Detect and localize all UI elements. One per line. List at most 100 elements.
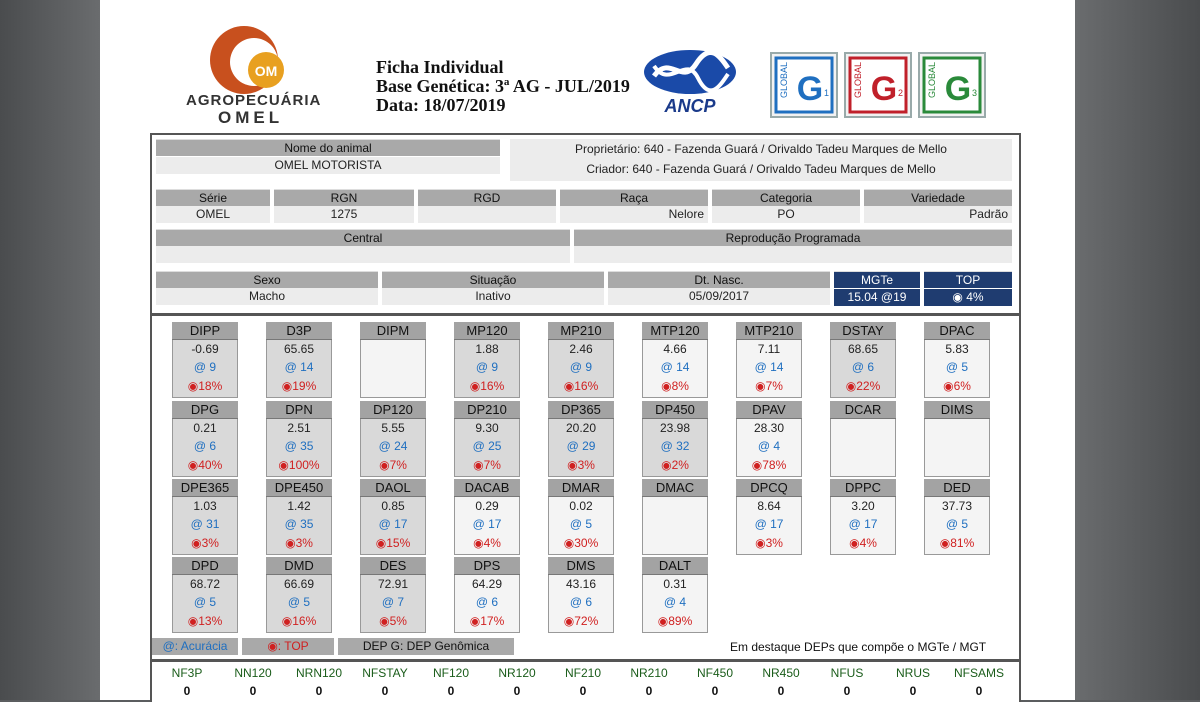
- bottom-indices: NF3P 0 NN120 0 NRN120 0 NFSTAY 0 NF120 0 NR120 0 NF2…: [150, 660, 1021, 702]
- legend-genomica: DEP G: DEP Genômica: [338, 638, 514, 655]
- dep-name: MTP210: [736, 322, 802, 340]
- raca-label: Raça: [560, 189, 708, 206]
- rgd-label: RGD: [418, 189, 556, 206]
- dep-box: 9.30 257%: [454, 419, 520, 477]
- dep-top: 3%: [267, 534, 331, 553]
- dep-cell-dpg: DPG 0.21 640%: [172, 401, 238, 477]
- dep-name: DPAC: [924, 322, 990, 340]
- dep-name: DIPP: [172, 322, 238, 340]
- dep-cell-dppc: DPPC 3.20 174%: [830, 479, 896, 555]
- dep-value: 5.83: [945, 342, 969, 356]
- dep-name: DAOL: [360, 479, 426, 497]
- dep-value: 0.29: [475, 499, 499, 513]
- dep-value: 68.65: [847, 342, 879, 356]
- g2-icon: GLOBAL G 2: [848, 56, 908, 114]
- dep-cell-dp120: DP120 5.55 247%: [360, 401, 426, 477]
- dep-box: 0.29 174%: [454, 497, 520, 555]
- index-value-nfus: 0: [843, 684, 851, 698]
- legend-acuracia: @: Acurácia: [152, 638, 238, 655]
- global-g1-badge: GLOBAL G 1: [770, 52, 838, 118]
- dep-name: DIPM: [360, 322, 426, 340]
- dep-cell-dstay: DSTAY 68.65 622%: [830, 322, 896, 398]
- index-value-nr450: 0: [777, 684, 785, 698]
- dep-grid: DIPP-0.69918%D3P65.651419%DIPMMP1201.889…: [150, 314, 1021, 661]
- dep-cell-ded: DED 37.73 581%: [924, 479, 990, 555]
- dep-name: DMS: [548, 557, 614, 575]
- dep-cell-dmd: DMD 66.69 516%: [266, 557, 332, 633]
- dep-box: 68.65 622%: [830, 340, 896, 398]
- dep-accuracy: 14: [737, 358, 801, 377]
- dep-name: MTP120: [642, 322, 708, 340]
- dep-value: 65.65: [283, 342, 315, 356]
- dep-top: 89%: [643, 612, 707, 631]
- dep-accuracy: 35: [267, 437, 331, 456]
- dep-accuracy: 5: [925, 358, 989, 377]
- dep-value: 20.20: [565, 421, 597, 435]
- dep-cell-dipm: DIPM: [360, 322, 426, 398]
- nome-value: OMEL MOTORISTA: [156, 157, 500, 174]
- dep-box: 72.91 75%: [360, 575, 426, 633]
- index-value-nf450: 0: [711, 684, 719, 698]
- dep-value: 72.91: [377, 577, 409, 591]
- dep-top: 30%: [549, 534, 613, 553]
- g1-icon: GLOBAL G 1: [774, 56, 834, 114]
- dep-cell-dpn: DPN 2.51 35100%: [266, 401, 332, 477]
- dep-top: 7%: [737, 377, 801, 396]
- ancp-text: ANCP: [663, 96, 716, 116]
- dep-name: DALT: [642, 557, 708, 575]
- dep-value: 7.11: [757, 342, 781, 356]
- dep-cell-mtp120: MTP120 4.66 148%: [642, 322, 708, 398]
- dep-value: 5.55: [381, 421, 405, 435]
- situacao-value: Inativo: [382, 288, 604, 305]
- dep-box: 0.02 530%: [548, 497, 614, 555]
- dep-value: 28.30: [753, 421, 785, 435]
- dep-name: DPE365: [172, 479, 238, 497]
- dep-cell-dmac: DMAC: [642, 479, 708, 555]
- dep-name: DPCQ: [736, 479, 802, 497]
- dep-cell-dmar: DMAR 0.02 530%: [548, 479, 614, 555]
- mgte-label: MGTe: [834, 271, 920, 288]
- index-value-nf210: 0: [579, 684, 587, 698]
- dep-value: 1.42: [287, 499, 311, 513]
- dep-box: 64.29 617%: [454, 575, 520, 633]
- svg-text:1: 1: [824, 88, 829, 98]
- dep-box: 2.46 916%: [548, 340, 614, 398]
- dep-box: 3.20 174%: [830, 497, 896, 555]
- dep-top: 4%: [455, 534, 519, 553]
- global-g3-badge: GLOBAL G 3: [918, 52, 986, 118]
- dep-accuracy: 6: [549, 593, 613, 612]
- index-label-nf210: NF210: [564, 666, 602, 680]
- dep-accuracy: 9: [549, 358, 613, 377]
- base-genetica: Base Genética: 3ª AG - JUL/2019: [376, 76, 630, 96]
- dep-cell-dp450: DP450 23.98 322%: [642, 401, 708, 477]
- dep-name: DES: [360, 557, 426, 575]
- dep-name: DCAR: [830, 401, 896, 419]
- dep-value: 68.72: [189, 577, 221, 591]
- dep-top: 2%: [643, 456, 707, 475]
- raca-value: Nelore: [560, 206, 708, 223]
- svg-text:G: G: [945, 70, 971, 108]
- index-label-nr120: NR120: [498, 666, 536, 680]
- dep-accuracy: 7: [361, 593, 425, 612]
- variedade-label: Variedade: [864, 189, 1012, 206]
- report-date: Data: 18/07/2019: [376, 95, 506, 115]
- dep-accuracy: 6: [173, 437, 237, 456]
- dep-box: 65.65 1419%: [266, 340, 332, 398]
- dep-top: 15%: [361, 534, 425, 553]
- dep-box: 2.51 35100%: [266, 419, 332, 477]
- index-value-nfstay: 0: [381, 684, 389, 698]
- dep-cell-dp365: DP365 20.20 293%: [548, 401, 614, 477]
- dep-box: 5.83 56%: [924, 340, 990, 398]
- left-background: [0, 0, 100, 700]
- dep-box: 4.66 148%: [642, 340, 708, 398]
- index-label-nr450: NR450: [762, 666, 800, 680]
- dep-box: -0.69 918%: [172, 340, 238, 398]
- dep-accuracy: 5: [549, 515, 613, 534]
- dep-name: DACAB: [454, 479, 520, 497]
- omel-logo: OM: [210, 26, 284, 94]
- dep-accuracy: 32: [643, 437, 707, 456]
- dep-name: DP210: [454, 401, 520, 419]
- dep-name: DP450: [642, 401, 708, 419]
- dep-name: DMD: [266, 557, 332, 575]
- dep-value: 0.85: [381, 499, 405, 513]
